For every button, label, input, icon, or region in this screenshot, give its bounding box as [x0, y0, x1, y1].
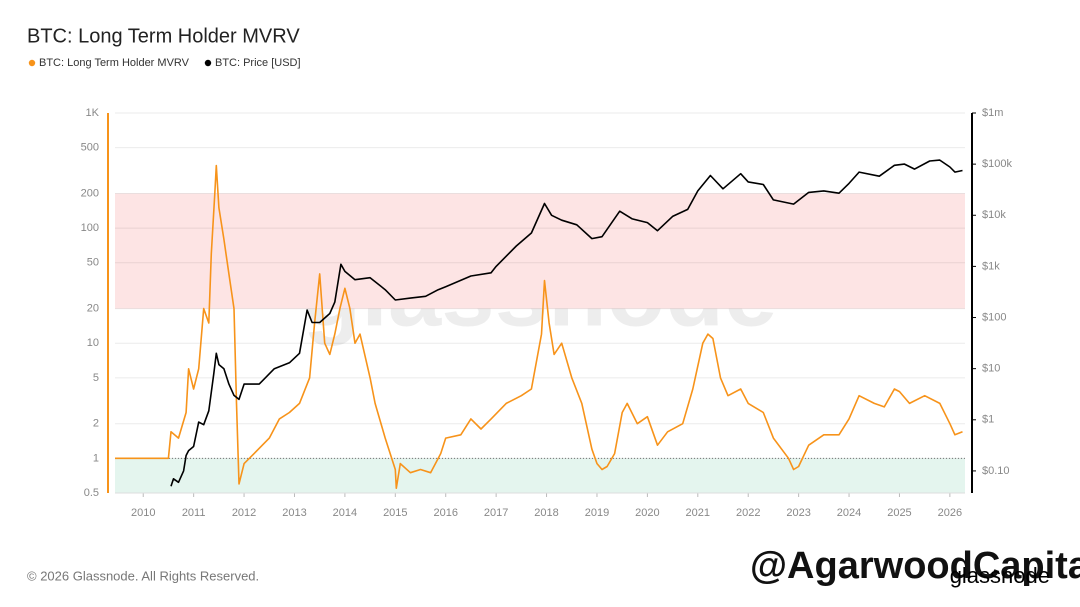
- x-tick-label: 2016: [433, 507, 457, 519]
- x-tick-label: 2013: [282, 507, 306, 519]
- y-tick-label: 100: [81, 222, 99, 234]
- legend-label: BTC: Long Term Holder MVRV: [39, 57, 190, 69]
- y-tick-label: 1: [93, 452, 99, 464]
- band: [115, 193, 965, 309]
- series-line: [170, 159, 963, 487]
- x-tick-label: 2025: [887, 507, 911, 519]
- x-tick-label: 2019: [585, 507, 609, 519]
- y2-tick-label: $0.10: [982, 465, 1010, 477]
- y2-tick-label: $10k: [982, 209, 1006, 221]
- legend-swatch: [204, 59, 212, 67]
- x-tick-label: 2011: [182, 507, 206, 519]
- y2-tick-label: $1m: [982, 107, 1003, 119]
- y-tick-label: 200: [81, 187, 99, 199]
- x-tick-label: 2022: [736, 507, 760, 519]
- x-tick-label: 2010: [131, 507, 155, 519]
- x-tick-label: 2020: [635, 507, 659, 519]
- y-tick-label: 0.5: [84, 487, 99, 499]
- x-tick-label: 2014: [333, 507, 357, 519]
- y-tick-label: 500: [81, 142, 99, 154]
- x-tick-label: 2026: [938, 507, 962, 519]
- legend-label: BTC: Price [USD]: [215, 57, 301, 69]
- x-tick-label: 2023: [786, 507, 810, 519]
- x-tick-label: 2017: [484, 507, 508, 519]
- y-tick-label: 50: [87, 257, 99, 269]
- x-tick-label: 2015: [383, 507, 407, 519]
- overlay-text: @AgarwoodCapital: [750, 545, 1080, 587]
- y-tick-label: 5: [93, 372, 99, 384]
- legend-swatch: [28, 59, 36, 67]
- logo: glassnode: [950, 563, 1050, 588]
- y-tick-label: 1K: [86, 107, 100, 119]
- x-tick-label: 2018: [534, 507, 558, 519]
- chart-title: BTC: Long Term Holder MVRV: [27, 25, 300, 47]
- y-tick-label: 10: [87, 337, 99, 349]
- x-tick-label: 2024: [837, 507, 861, 519]
- footer: © 2026 Glassnode. All Rights Reserved.: [27, 568, 259, 583]
- y-tick-label: 20: [87, 302, 99, 314]
- y2-tick-label: $10: [982, 363, 1000, 375]
- x-tick-label: 2021: [686, 507, 710, 519]
- y2-tick-label: $100k: [982, 158, 1012, 170]
- band: [115, 458, 965, 493]
- series-line: [115, 164, 963, 489]
- y-tick-label: 2: [93, 418, 99, 430]
- x-tick-label: 2012: [232, 507, 256, 519]
- y2-tick-label: $100: [982, 311, 1006, 323]
- y2-tick-label: $1: [982, 414, 994, 426]
- y2-tick-label: $1k: [982, 260, 1000, 272]
